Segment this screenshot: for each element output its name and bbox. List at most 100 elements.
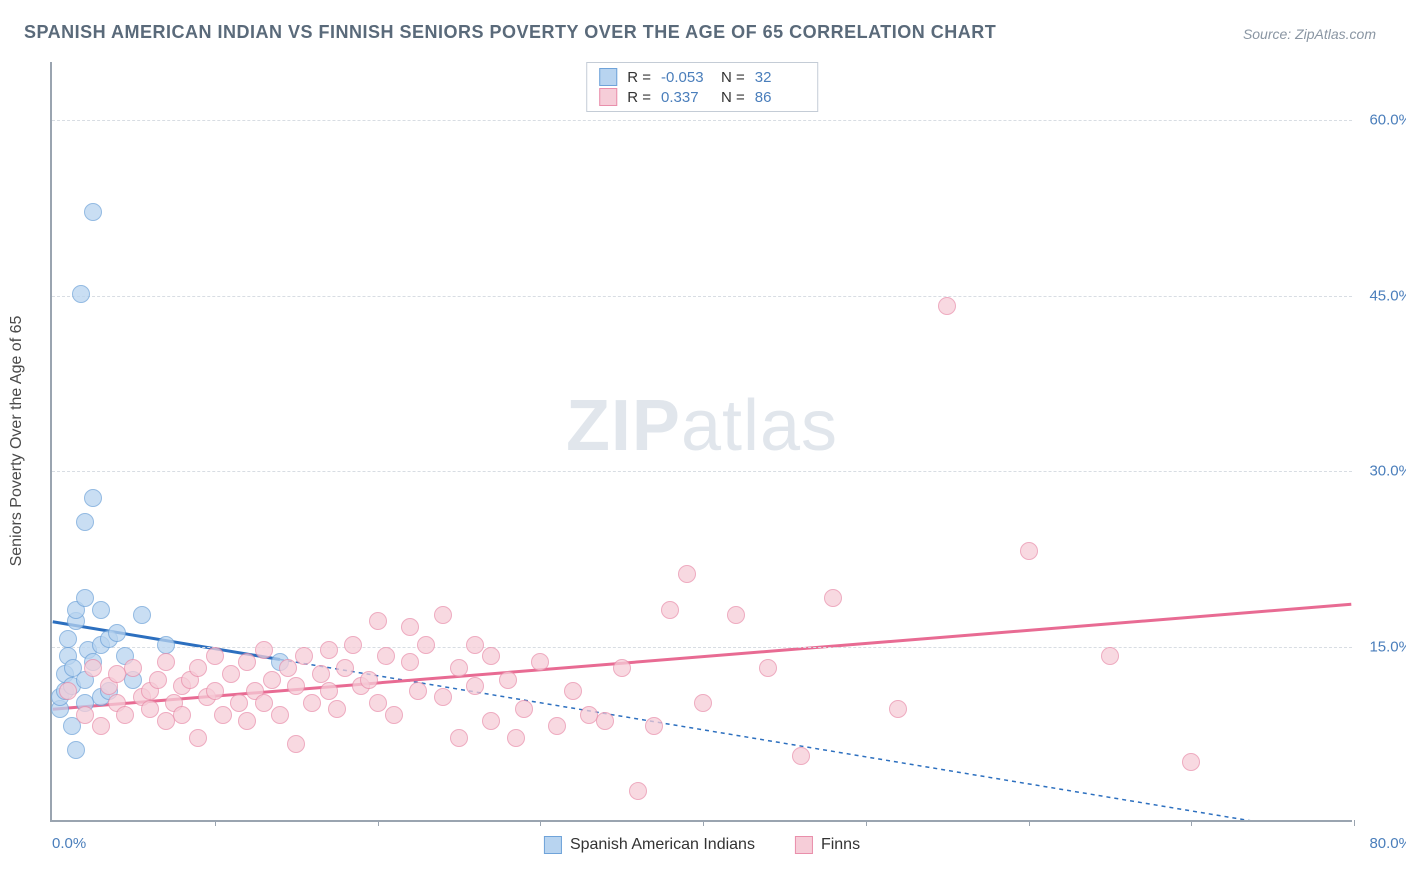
scatter-point-finns bbox=[564, 682, 582, 700]
scatter-point-spanish_american_indians bbox=[76, 589, 94, 607]
scatter-point-finns bbox=[360, 671, 378, 689]
scatter-point-finns bbox=[92, 717, 110, 735]
scatter-point-finns bbox=[173, 706, 191, 724]
scatter-point-finns bbox=[466, 677, 484, 695]
scatter-point-finns bbox=[727, 606, 745, 624]
scatter-point-finns bbox=[141, 700, 159, 718]
scatter-point-finns bbox=[157, 653, 175, 671]
scatter-point-finns bbox=[344, 636, 362, 654]
watermark-zip: ZIP bbox=[566, 386, 681, 466]
scatter-point-finns bbox=[271, 706, 289, 724]
y-axis-title: Seniors Poverty Over the Age of 65 bbox=[8, 316, 26, 567]
scatter-point-finns bbox=[1020, 542, 1038, 560]
scatter-point-finns bbox=[255, 694, 273, 712]
scatter-point-finns bbox=[255, 641, 273, 659]
scatter-point-spanish_american_indians bbox=[76, 513, 94, 531]
scatter-point-finns bbox=[214, 706, 232, 724]
scatter-point-finns bbox=[303, 694, 321, 712]
legend-label-1: Finns bbox=[821, 836, 860, 854]
x-tick bbox=[378, 820, 379, 826]
stat-r-value-1: 0.337 bbox=[661, 89, 711, 106]
scatter-point-spanish_american_indians bbox=[92, 601, 110, 619]
legend-item-0: Spanish American Indians bbox=[544, 836, 755, 854]
scatter-point-finns bbox=[206, 682, 224, 700]
stats-row-series-0: R = -0.053 N = 32 bbox=[599, 67, 805, 87]
scatter-point-finns bbox=[222, 665, 240, 683]
gridline-h bbox=[52, 296, 1352, 297]
scatter-point-finns bbox=[694, 694, 712, 712]
swatch-series-0 bbox=[599, 68, 617, 86]
legend-swatch-0 bbox=[544, 836, 562, 854]
stat-n-value-0: 32 bbox=[755, 69, 805, 86]
scatter-point-finns bbox=[279, 659, 297, 677]
scatter-point-finns bbox=[206, 647, 224, 665]
watermark: ZIPatlas bbox=[566, 385, 838, 467]
scatter-point-finns bbox=[678, 565, 696, 583]
scatter-point-spanish_american_indians bbox=[157, 636, 175, 654]
scatter-point-spanish_american_indians bbox=[72, 285, 90, 303]
scatter-point-finns bbox=[759, 659, 777, 677]
stat-r-label: R = bbox=[627, 69, 651, 86]
scatter-point-finns bbox=[328, 700, 346, 718]
scatter-point-finns bbox=[124, 659, 142, 677]
stat-r-value-0: -0.053 bbox=[661, 69, 711, 86]
scatter-point-finns bbox=[263, 671, 281, 689]
x-tick bbox=[215, 820, 216, 826]
x-tick bbox=[1029, 820, 1030, 826]
scatter-point-finns bbox=[59, 682, 77, 700]
scatter-point-finns bbox=[531, 653, 549, 671]
scatter-point-finns bbox=[938, 297, 956, 315]
scatter-point-finns bbox=[295, 647, 313, 665]
scatter-point-finns bbox=[320, 682, 338, 700]
scatter-point-finns bbox=[230, 694, 248, 712]
scatter-point-finns bbox=[320, 641, 338, 659]
scatter-point-finns bbox=[596, 712, 614, 730]
scatter-point-finns bbox=[507, 729, 525, 747]
scatter-point-finns bbox=[434, 606, 452, 624]
scatter-point-finns bbox=[189, 729, 207, 747]
scatter-point-finns bbox=[466, 636, 484, 654]
scatter-point-finns bbox=[548, 717, 566, 735]
scatter-point-finns bbox=[645, 717, 663, 735]
chart-title: SPANISH AMERICAN INDIAN VS FINNISH SENIO… bbox=[24, 22, 996, 43]
scatter-point-finns bbox=[1101, 647, 1119, 665]
x-tick bbox=[540, 820, 541, 826]
scatter-point-finns bbox=[336, 659, 354, 677]
x-tick bbox=[703, 820, 704, 826]
source-attribution: Source: ZipAtlas.com bbox=[1243, 26, 1376, 42]
legend-item-1: Finns bbox=[795, 836, 860, 854]
scatter-point-spanish_american_indians bbox=[84, 489, 102, 507]
scatter-point-finns bbox=[450, 659, 468, 677]
scatter-point-finns bbox=[287, 735, 305, 753]
y-tick-label: 15.0% bbox=[1357, 638, 1406, 655]
chart-container: SPANISH AMERICAN INDIAN VS FINNISH SENIO… bbox=[0, 0, 1406, 892]
scatter-point-spanish_american_indians bbox=[59, 630, 77, 648]
scatter-point-finns bbox=[824, 589, 842, 607]
plot-area: Seniors Poverty Over the Age of 65 ZIPat… bbox=[50, 62, 1352, 822]
scatter-point-finns bbox=[792, 747, 810, 765]
scatter-point-finns bbox=[889, 700, 907, 718]
x-axis-min-label: 0.0% bbox=[52, 835, 86, 852]
stat-n-value-1: 86 bbox=[755, 89, 805, 106]
scatter-point-finns bbox=[238, 653, 256, 671]
scatter-point-finns bbox=[287, 677, 305, 695]
scatter-point-finns bbox=[84, 659, 102, 677]
scatter-point-finns bbox=[417, 636, 435, 654]
stat-r-label: R = bbox=[627, 89, 651, 106]
scatter-point-finns bbox=[76, 706, 94, 724]
legend-swatch-1 bbox=[795, 836, 813, 854]
stat-n-label: N = bbox=[721, 69, 745, 86]
watermark-atlas: atlas bbox=[681, 386, 838, 466]
scatter-point-finns bbox=[434, 688, 452, 706]
stats-row-series-1: R = 0.337 N = 86 bbox=[599, 87, 805, 107]
scatter-point-finns bbox=[385, 706, 403, 724]
scatter-point-finns bbox=[482, 647, 500, 665]
y-tick-label: 60.0% bbox=[1357, 112, 1406, 129]
scatter-point-finns bbox=[116, 706, 134, 724]
scatter-point-spanish_american_indians bbox=[84, 203, 102, 221]
scatter-point-finns bbox=[312, 665, 330, 683]
scatter-point-spanish_american_indians bbox=[67, 741, 85, 759]
scatter-point-finns bbox=[629, 782, 647, 800]
bottom-legend: Spanish American Indians Finns bbox=[544, 836, 860, 854]
x-tick bbox=[1191, 820, 1192, 826]
